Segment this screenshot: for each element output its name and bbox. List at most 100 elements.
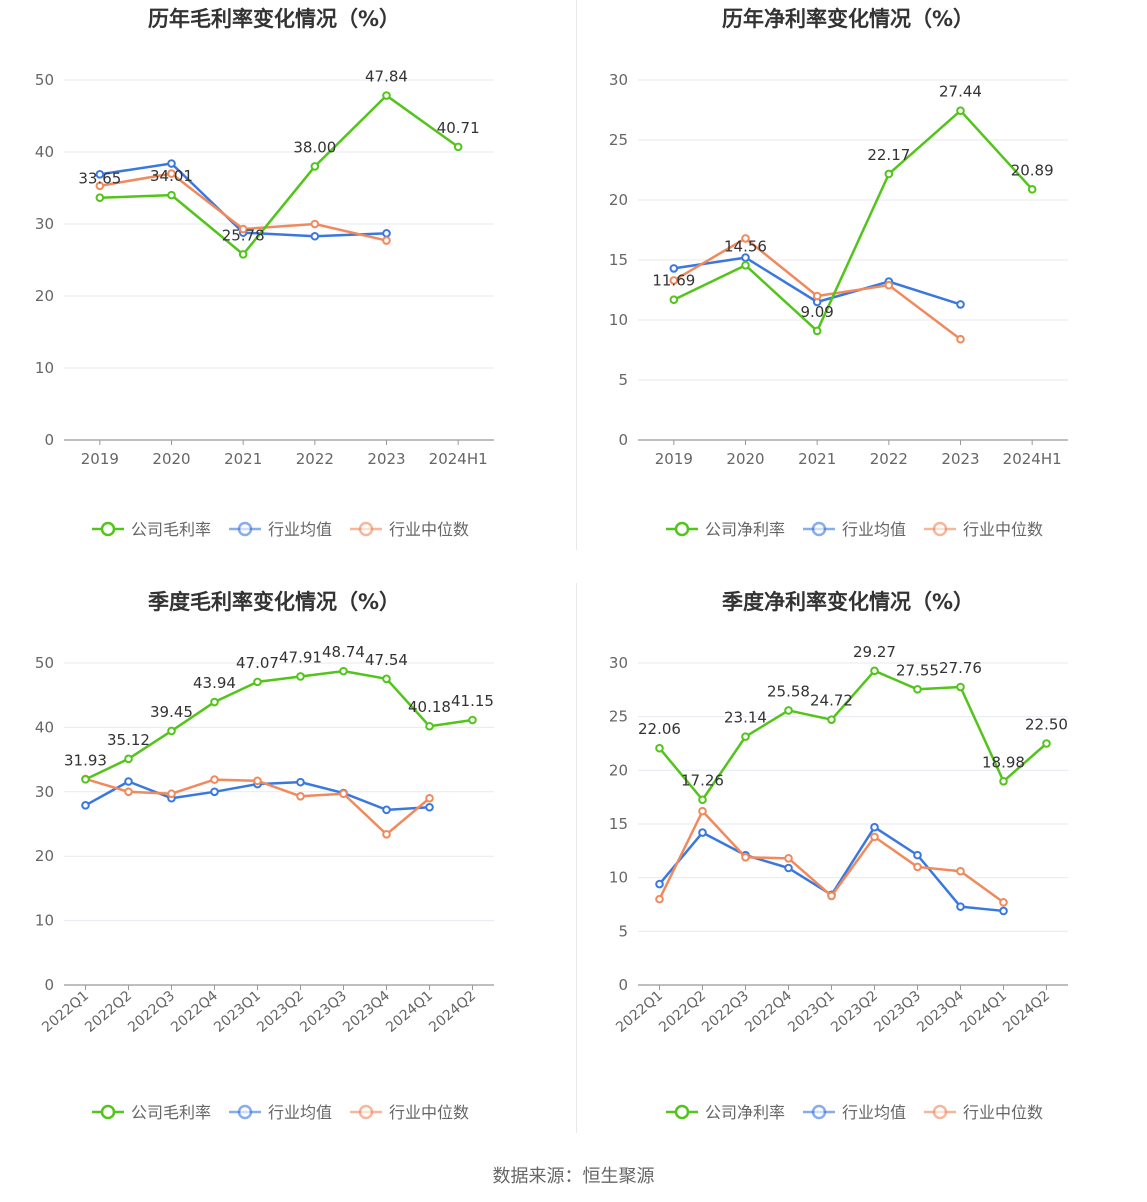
x-tick-label: 2021 [798, 450, 836, 468]
y-tick-label: 50 [35, 71, 54, 89]
legend-marker-avg [237, 521, 253, 537]
x-tick-label: 2022 [870, 450, 908, 468]
data-point-avg [870, 822, 879, 832]
data-label: 27.76 [939, 659, 982, 677]
x-tick-label: 2024Q2 [1000, 988, 1053, 1036]
data-point-company [382, 674, 391, 684]
x-tick-label: 2024Q1 [957, 988, 1010, 1036]
x-tick-label: 2024H1 [429, 450, 488, 468]
data-point-median [956, 334, 965, 344]
data-point-company [468, 715, 477, 725]
series-line-median [673, 237, 962, 341]
data-point-median [253, 776, 262, 786]
data-point-median [167, 789, 176, 799]
data-point-median [210, 775, 219, 784]
data-point-company [827, 715, 836, 724]
data-label: 27.44 [939, 83, 982, 101]
legend-marker-company [674, 1104, 690, 1120]
data-label: 40.18 [408, 698, 451, 716]
data-label: 39.45 [150, 703, 193, 721]
data-label: 18.98 [982, 753, 1025, 771]
data-point-company [870, 666, 879, 676]
chart-title: 历年净利率变化情况（%） [722, 7, 974, 31]
y-tick-label: 10 [35, 359, 54, 377]
data-point-median [95, 181, 105, 191]
data-label: 40.71 [437, 119, 480, 137]
x-tick-label: 2022Q3 [125, 988, 178, 1036]
y-tick-label: 10 [609, 311, 628, 329]
x-tick-label: 2022Q1 [39, 988, 92, 1036]
data-point-company [669, 295, 679, 305]
data-label: 31.93 [64, 751, 107, 769]
x-tick-label: 2023 [941, 450, 979, 468]
chart-panel-annual-gross-margin: 历年毛利率变化情况（%） 0 10 20 30 40 50 2019 2020 2021 2022 2… [0, 0, 573, 583]
data-point-avg [698, 828, 707, 837]
data-point-avg [296, 777, 305, 787]
legend-marker-company [100, 1104, 116, 1120]
data-point-company [812, 326, 822, 336]
data-point-company [1027, 185, 1037, 194]
series-line-median [658, 809, 1005, 904]
chart-panel-quarterly-net-margin: 季度净利率变化情况（%） 0 5 10 15 20 25 30 2022Q1 2022Q2 2022… [574, 583, 1147, 1166]
data-label: 9.09 [800, 303, 833, 321]
y-tick-label: 20 [35, 847, 54, 865]
data-point-median [741, 234, 750, 243]
x-tick-label: 2023 [367, 450, 405, 468]
data-point-company [698, 795, 707, 805]
data-point-avg [655, 879, 664, 889]
y-tick-label: 20 [609, 761, 628, 779]
data-label: 11.69 [652, 272, 695, 290]
data-point-avg [124, 777, 133, 786]
data-point-median [741, 852, 750, 862]
x-tick-label: 2023Q4 [340, 988, 393, 1036]
data-label: 47.54 [365, 651, 408, 669]
y-tick-label: 25 [609, 131, 628, 149]
data-point-median [655, 894, 664, 904]
x-tick-label: 2022Q4 [168, 988, 221, 1036]
y-tick-label: 15 [609, 815, 628, 833]
data-point-company [253, 677, 262, 687]
data-point-median [870, 832, 879, 842]
data-label: 29.27 [853, 643, 896, 661]
legend-label: 行业中位数 [389, 520, 469, 539]
legend-label: 行业中位数 [963, 1103, 1043, 1122]
data-label: 41.15 [451, 692, 494, 710]
panel-divider [576, 0, 577, 550]
data-point-median [382, 236, 391, 245]
data-point-company [741, 260, 750, 270]
data-point-company [124, 754, 133, 764]
y-tick-label: 20 [609, 191, 628, 209]
x-tick-label: 2024H1 [1003, 450, 1062, 468]
x-tick-label: 2023Q1 [785, 988, 838, 1036]
x-tick-label: 2022Q3 [699, 988, 752, 1036]
data-point-avg [167, 159, 176, 168]
legend-label: 公司净利率 [705, 520, 785, 539]
data-point-avg [669, 264, 679, 273]
x-tick-label: 2022 [296, 450, 334, 468]
legend-marker-median [932, 1104, 948, 1120]
data-label: 47.91 [279, 648, 322, 666]
x-tick-label: 2024Q1 [383, 988, 436, 1036]
y-tick-label: 40 [35, 143, 54, 161]
data-point-median [956, 866, 965, 876]
x-tick-label: 2023Q2 [254, 988, 307, 1036]
quarterly-net-margin-chart: 季度净利率变化情况（%）0510152025302022Q12022Q22022… [609, 590, 1068, 1122]
x-tick-label: 2019 [655, 450, 693, 468]
data-point-company [81, 775, 90, 784]
legend-label: 公司毛利率 [131, 520, 211, 539]
data-point-median [425, 793, 434, 803]
data-point-company [167, 190, 176, 200]
data-point-median [296, 792, 305, 801]
data-point-company [167, 726, 176, 736]
x-tick-label: 2022Q2 [656, 988, 709, 1036]
data-point-company [310, 162, 320, 171]
x-tick-label: 2019 [81, 450, 119, 468]
x-tick-label: 2023Q4 [914, 988, 967, 1036]
legend-label: 行业中位数 [389, 1103, 469, 1122]
x-tick-label: 2023Q3 [297, 988, 350, 1036]
legend-marker-median [932, 521, 948, 537]
data-point-median [669, 276, 679, 285]
data-label: 48.74 [322, 643, 365, 661]
data-point-median [124, 787, 133, 797]
data-point-avg [81, 801, 90, 810]
